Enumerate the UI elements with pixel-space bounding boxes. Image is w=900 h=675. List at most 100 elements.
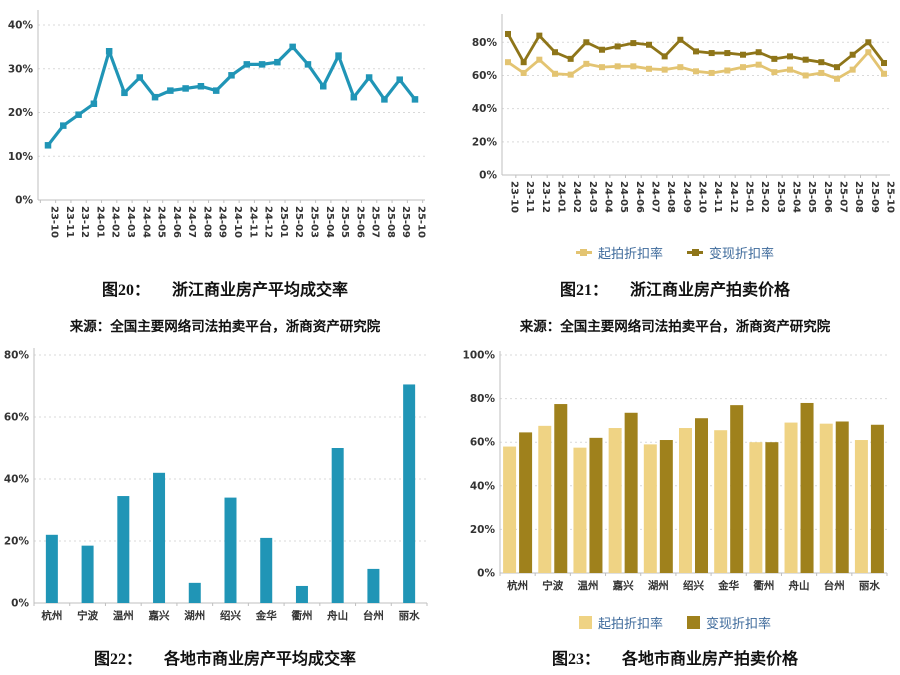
svg-text:23-12: 23-12	[540, 181, 551, 213]
svg-text:40%: 40%	[4, 474, 30, 486]
figure22-bar-chart: 0% 20% 40% 60% 80% 杭州 宁波 温州 嘉兴 湖州 绍兴 金华 衢州 舟山 台州 丽水	[4, 348, 428, 622]
svg-text:嘉兴: 嘉兴	[612, 579, 635, 592]
svg-text:丽水: 丽水	[859, 579, 881, 592]
svg-text:60%: 60%	[472, 70, 498, 82]
svg-text:23-10: 23-10	[49, 206, 60, 238]
svg-text:25-10: 25-10	[416, 206, 427, 238]
svg-text:25-10: 25-10	[885, 181, 896, 213]
figure21-caption: 图21： 浙江商业房产拍卖价格	[450, 276, 900, 300]
y-tick-labels: 0% 20% 40% 60% 80%	[472, 37, 498, 182]
svg-text:0%: 0%	[11, 598, 29, 610]
legend-item: 变现折扣率	[687, 243, 774, 262]
svg-text:24-02: 24-02	[110, 206, 121, 238]
svg-text:10%: 10%	[8, 151, 34, 163]
svg-text:20%: 20%	[472, 136, 498, 148]
legend-square-icon	[578, 615, 592, 629]
legend-line-marker-icon	[575, 248, 592, 256]
figure20-source: 来源：全国主要网络司法拍卖平台，浙商资产研究院	[69, 319, 381, 334]
svg-text:24-03: 24-03	[125, 206, 136, 238]
svg-text:0%: 0%	[479, 170, 497, 182]
svg-text:温州: 温州	[113, 609, 134, 622]
figure23-caption-title: 各地市商业房产拍卖价格	[622, 651, 799, 668]
legend-line-marker-icon	[687, 248, 703, 256]
svg-text:25-07: 25-07	[838, 181, 849, 213]
x-tick-labels: 23-10 23-11 23-12 24-01 24-02 24-03 24-04 24-05…	[49, 206, 427, 238]
svg-text:24-08: 24-08	[201, 206, 212, 238]
x-tick-labels: 杭州 宁波 温州 嘉兴 湖州 绍兴 金华 衢州 舟山 台州 丽水	[507, 579, 880, 592]
svg-text:24-08: 24-08	[665, 181, 676, 213]
svg-text:舟山: 舟山	[327, 609, 348, 622]
svg-text:23-12: 23-12	[79, 206, 90, 238]
svg-text:24-02: 24-02	[571, 181, 582, 213]
figure23-legend: 起拍折扣率 变现折扣率	[450, 610, 900, 634]
legend-label: 变现折扣率	[706, 616, 772, 632]
svg-text:20%: 20%	[470, 524, 496, 536]
svg-text:24-05: 24-05	[618, 181, 629, 213]
figure21-caption-title: 浙江商业房产拍卖价格	[630, 282, 791, 299]
svg-text:25-06: 25-06	[822, 181, 833, 213]
x-axis-ticks	[33, 603, 428, 606]
bar-series-1	[519, 402, 884, 573]
svg-text:20%: 20%	[4, 536, 30, 548]
svg-text:25-09: 25-09	[869, 181, 880, 213]
figure22-caption: 图22： 各地市商业房产平均成交率	[0, 645, 450, 669]
svg-text:25-05: 25-05	[806, 181, 817, 213]
svg-text:100%: 100%	[463, 350, 496, 362]
svg-text:80%: 80%	[472, 37, 498, 49]
svg-text:温州: 温州	[577, 579, 598, 592]
svg-text:0%: 0%	[477, 568, 495, 580]
line-series-0	[44, 43, 419, 149]
svg-text:25-05: 25-05	[339, 206, 350, 238]
legend-square-icon	[580, 248, 588, 256]
svg-text:金华: 金华	[717, 579, 739, 592]
svg-text:衢州: 衢州	[291, 609, 312, 622]
svg-text:杭州: 杭州	[41, 609, 62, 622]
svg-text:25-01: 25-01	[278, 206, 289, 238]
svg-text:40%: 40%	[8, 20, 34, 32]
svg-text:25-06: 25-06	[354, 206, 365, 238]
svg-text:25-02: 25-02	[293, 206, 304, 238]
svg-text:25-03: 25-03	[775, 181, 786, 213]
figure21-source: 来源：全国主要网络司法拍卖平台，浙商资产研究院	[519, 319, 831, 334]
svg-text:24-01: 24-01	[94, 206, 105, 238]
figure21-line-chart: 0%20%40%60%80%23-10 23-11 23-12 24-01 24-02 2…	[472, 14, 896, 213]
figure21-caption-number: 图21：	[559, 282, 608, 299]
svg-text:60%: 60%	[4, 412, 30, 424]
figure23-bar-chart: 0% 20% 40% 60% 80% 100% 杭州 宁波 温州 嘉兴 湖州 绍兴 金华 衢州 舟山 台州 丽水	[463, 350, 888, 592]
svg-text:绍兴: 绍兴	[220, 609, 241, 622]
svg-text:24-04: 24-04	[603, 181, 614, 213]
x-axis-ticks	[499, 573, 888, 576]
figure20-caption-title: 浙江商业房产平均成交率	[172, 282, 349, 299]
svg-text:20%: 20%	[8, 107, 34, 119]
svg-text:25-08: 25-08	[385, 206, 396, 238]
figure23-caption-number: 图23：	[551, 651, 600, 668]
svg-text:24-01: 24-01	[556, 181, 567, 213]
legend-label: 起拍折扣率	[597, 616, 663, 632]
figure21-legend: 起拍折扣率 变现折扣率	[450, 240, 900, 264]
svg-text:24-07: 24-07	[186, 206, 197, 238]
line-series-0	[505, 49, 887, 82]
svg-text:80%: 80%	[470, 393, 496, 405]
legend-square-icon	[687, 615, 700, 629]
svg-text:24-09: 24-09	[217, 206, 228, 238]
svg-text:40%: 40%	[472, 103, 498, 115]
svg-text:24-04: 24-04	[140, 206, 151, 238]
svg-text:台州: 台州	[363, 609, 384, 622]
svg-text:24-11: 24-11	[247, 206, 258, 238]
svg-text:24-06: 24-06	[634, 181, 645, 213]
svg-text:24-10: 24-10	[232, 206, 243, 238]
x-tick-labels: 杭州 宁波 温州 嘉兴 湖州 绍兴 金华 衢州 舟山 台州 丽水	[41, 609, 420, 622]
svg-text:0%: 0%	[15, 195, 33, 207]
svg-text:80%: 80%	[4, 350, 30, 362]
svg-text:24-10: 24-10	[697, 181, 708, 213]
svg-text:舟山: 舟山	[789, 579, 810, 592]
y-tick-labels: 0% 20% 40% 60% 80%	[4, 350, 30, 610]
svg-text:宁波: 宁波	[77, 609, 98, 622]
svg-text:24-12: 24-12	[728, 181, 739, 213]
x-axis-ticks	[515, 175, 877, 178]
svg-text:30%: 30%	[8, 63, 34, 75]
svg-text:金华: 金华	[255, 609, 277, 622]
svg-text:23-11: 23-11	[524, 181, 535, 213]
svg-text:25-04: 25-04	[791, 181, 802, 213]
